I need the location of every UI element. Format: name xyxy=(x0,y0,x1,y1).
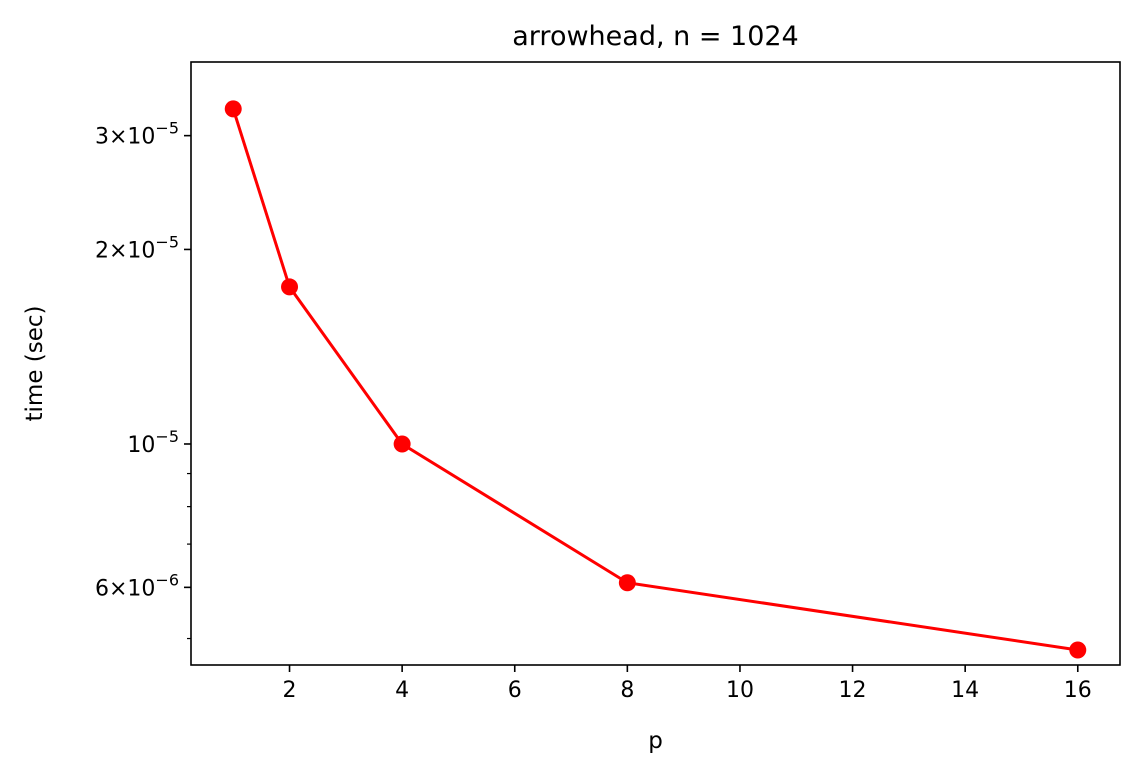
data-point xyxy=(281,278,299,296)
y-axis-ticks: 3×10−5 2×10−5 10−5 6×10−6 xyxy=(95,119,191,640)
x-tick-label: 12 xyxy=(839,678,867,703)
x-tick-label: 4 xyxy=(395,678,409,703)
series-layer xyxy=(224,100,1087,659)
x-tick-label: 10 xyxy=(726,678,754,703)
x-tick-label: 14 xyxy=(951,678,979,703)
x-tick-label: 8 xyxy=(620,678,634,703)
data-point xyxy=(1069,641,1087,659)
x-axis-label: p xyxy=(648,728,663,754)
y-tick-label: 6×10−6 xyxy=(95,570,179,601)
data-point xyxy=(393,435,411,453)
y-axis-label: time (sec) xyxy=(22,306,48,422)
x-tick-label: 2 xyxy=(283,678,297,703)
y-tick-label: 2×10−5 xyxy=(95,232,179,263)
y-tick-label: 3×10−5 xyxy=(95,119,179,150)
data-point xyxy=(224,100,242,118)
series-line xyxy=(231,108,1078,652)
x-axis-ticks: 2 4 6 8 10 12 14 16 xyxy=(283,665,1092,703)
chart-title: arrowhead, n = 1024 xyxy=(512,21,798,52)
y-tick-label: 10−5 xyxy=(127,427,179,458)
x-tick-label: 16 xyxy=(1064,678,1092,703)
data-point xyxy=(618,574,636,592)
x-tick-label: 6 xyxy=(508,678,522,703)
plot-frame xyxy=(190,61,1121,666)
